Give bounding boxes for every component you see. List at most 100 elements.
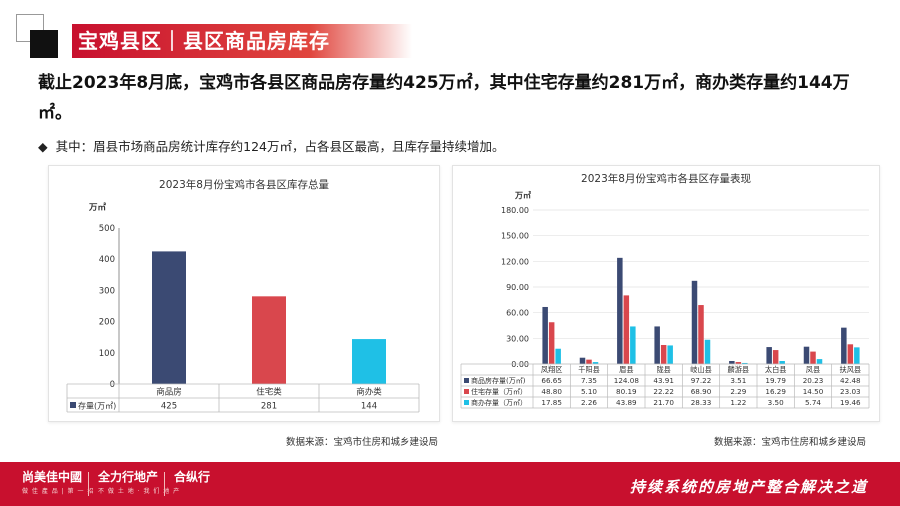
x-category-label: 凤翔区 xyxy=(541,365,563,374)
data-label: 2.29 xyxy=(730,387,746,396)
y-tick-label: 300 xyxy=(99,286,115,296)
footer-divider xyxy=(88,472,89,496)
data-label: 43.89 xyxy=(616,398,637,407)
bar-岐山县-s1 xyxy=(698,305,704,364)
x-category-label: 商品房 xyxy=(156,387,182,398)
data-label: 20.23 xyxy=(803,376,824,385)
data-label: 66.65 xyxy=(541,376,562,385)
x-category-label: 千阳县 xyxy=(578,365,600,374)
brand-shangmeijia-sub: 做 佳 產 品 | 第 一 招 xyxy=(22,488,95,495)
bar-扶风县-s2 xyxy=(854,347,860,364)
footer-divider xyxy=(164,472,165,496)
brand-shangmeijia: 尚美佳中國 xyxy=(22,470,83,484)
bar-千阳县-s1 xyxy=(586,359,592,364)
source-left: 数据来源：宝鸡市住房和城乡建设局 xyxy=(286,437,439,448)
chart-panel-total: 2023年8月份宝鸡市各县区库存总量 万㎡ 0 100 200 300 400 500 商品房 4… xyxy=(48,165,440,422)
y-tick-label: 200 xyxy=(99,318,115,328)
data-label: 21.70 xyxy=(653,398,674,407)
bar-凤翔区-s2 xyxy=(555,348,561,364)
y-unit-label: 万㎡ xyxy=(88,202,107,213)
x-category-label: 太白县 xyxy=(765,365,787,374)
x-category-label: 商办类 xyxy=(356,387,382,398)
bar-眉县-s1 xyxy=(623,295,630,364)
data-label: 17.85 xyxy=(541,398,562,407)
brand-hezongxing: 合纵行 xyxy=(174,470,211,484)
data-label: 425 xyxy=(161,402,177,412)
bar-凤县-s2 xyxy=(816,359,823,364)
y-tick-label: 30.00 xyxy=(506,334,529,343)
data-label: 68.90 xyxy=(691,387,712,396)
data-label: 5.74 xyxy=(805,398,821,407)
data-label: 14.50 xyxy=(803,387,824,396)
legend-series-name: 商办存量（万㎡） xyxy=(471,398,527,407)
data-label: 3.50 xyxy=(768,398,784,407)
bar-凤翔区-s0 xyxy=(542,306,548,364)
bar-凤翔区-s1 xyxy=(548,322,555,364)
legend-series-name: 商品房存量(万㎡) xyxy=(471,376,526,385)
x-category-label: 麟游县 xyxy=(728,365,750,374)
data-label: 1.22 xyxy=(730,398,746,407)
chart-panel-county: 2023年8月份宝鸡市各县区存量表现万㎡ 0.00 30.00 60.00 90.00 1… xyxy=(452,165,880,422)
headline-summary: 截止2023年8月底，宝鸡市各县区商品房存量约425万㎡，其中住宅存量约281万… xyxy=(38,73,850,123)
bar-岐山县-s0 xyxy=(691,280,698,364)
data-label: 2.26 xyxy=(581,398,597,407)
legend-series-name: 存量(万㎡) xyxy=(78,401,116,411)
data-label: 16.29 xyxy=(765,387,786,396)
bar-眉县-s0 xyxy=(617,257,623,364)
legend-key-swatch xyxy=(464,389,469,394)
y-tick-label: 150.00 xyxy=(501,232,529,241)
y-tick-label: 0.00 xyxy=(511,360,529,369)
bar-太白县-s2 xyxy=(779,361,785,364)
data-label: 22.22 xyxy=(653,387,674,396)
bar-扶风县-s1 xyxy=(847,344,854,364)
data-label: 281 xyxy=(261,402,277,412)
page-title: 宝鸡县区｜县区商品房库存 xyxy=(78,29,330,53)
y-tick-label: 90.00 xyxy=(506,283,529,292)
bar-商办类 xyxy=(352,339,386,384)
data-label: 43.91 xyxy=(653,376,674,385)
y-tick-label: 100 xyxy=(99,349,115,359)
title-band xyxy=(72,24,412,58)
data-label: 3.51 xyxy=(730,376,746,385)
data-label: 97.22 xyxy=(691,376,712,385)
bar-麟游县-s2 xyxy=(742,362,748,364)
y-tick-label: 500 xyxy=(99,224,115,234)
data-label: 28.33 xyxy=(691,398,712,407)
diamond-bullet-icon: ◆ xyxy=(38,139,48,154)
y-tick-label: 180.00 xyxy=(501,206,529,215)
x-category-label: 岐山县 xyxy=(690,365,712,374)
data-label: 42.48 xyxy=(840,376,861,385)
bar-住宅类 xyxy=(252,296,286,384)
x-category-label: 凤县 xyxy=(806,365,820,374)
x-category-label: 陇县 xyxy=(656,365,670,374)
brand-quanlixing-sub: 不 做 土 地 · 我 们 地 产 xyxy=(98,488,181,495)
x-category-label: 住宅类 xyxy=(256,387,282,398)
bar-眉县-s2 xyxy=(630,326,636,364)
legend-series-name: 住宅存量（万㎡） xyxy=(471,387,527,396)
bar-陇县-s2 xyxy=(667,345,673,364)
bullet-text: 其中：眉县市场商品房统计库存约124万㎡，占各县区最高，且库存量持续增加。 xyxy=(55,139,505,154)
y-tick-label: 120.00 xyxy=(501,257,529,266)
y-unit-label: 万㎡ xyxy=(514,190,531,200)
y-tick-label: 60.00 xyxy=(506,309,529,318)
x-category-label: 扶风县 xyxy=(840,365,862,374)
chart-title: 2023年8月份宝鸡市各县区存量表现 xyxy=(581,172,751,185)
legend-key-swatch xyxy=(70,402,76,408)
bar-凤县-s1 xyxy=(810,351,816,364)
data-label: 5.10 xyxy=(581,387,597,396)
data-label: 19.79 xyxy=(765,376,786,385)
bar-岐山县-s2 xyxy=(704,339,711,364)
legend-key-swatch xyxy=(464,400,469,405)
data-label: 23.03 xyxy=(840,387,861,396)
y-tick-label: 400 xyxy=(99,255,115,265)
bar-麟游县-s0 xyxy=(729,360,735,364)
x-category-label: 眉县 xyxy=(619,365,633,374)
bar-太白县-s0 xyxy=(766,347,772,364)
bar-商品房 xyxy=(152,251,186,384)
bar-陇县-s1 xyxy=(660,344,667,364)
data-label: 144 xyxy=(361,402,377,412)
data-label: 7.35 xyxy=(581,376,597,385)
brand-quanlixing: 全力行地产 xyxy=(98,470,159,484)
